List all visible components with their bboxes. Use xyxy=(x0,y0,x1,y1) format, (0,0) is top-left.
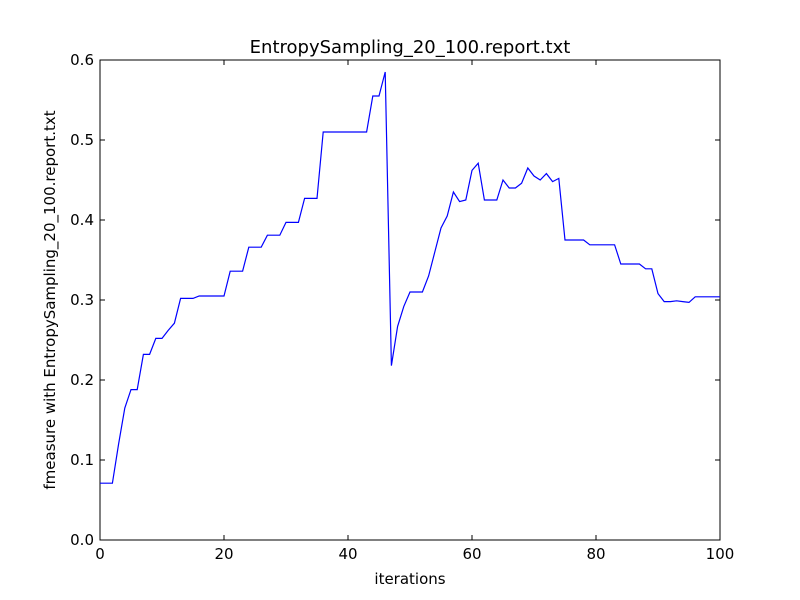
x-tick-label: 20 xyxy=(214,545,233,563)
y-tick-label: 0.3 xyxy=(70,291,94,309)
axis-ticks: 0 20 40 60 80 100 0.0 0.1 0.2 0.3 0.4 0.5 0.6 xyxy=(70,51,734,563)
series-line xyxy=(100,71,720,484)
y-tick-label: 0.5 xyxy=(70,131,94,149)
y-tick-label: 0.2 xyxy=(70,371,94,389)
x-axis-label: iterations xyxy=(374,570,445,588)
x-tick-label: 40 xyxy=(338,545,357,563)
x-tick-label: 80 xyxy=(586,545,605,563)
chart-title: EntropySampling_20_100.report.txt xyxy=(250,37,571,58)
x-tick-label: 0 xyxy=(95,545,105,563)
x-tick-label: 60 xyxy=(462,545,481,563)
y-tick-label: 0.6 xyxy=(70,51,94,69)
plot-area: 0 20 40 60 80 100 0.0 0.1 0.2 0.3 0.4 0.5 0.6 xyxy=(70,51,734,563)
y-axis-label: fmeasure with EntropySampling_20_100.rep… xyxy=(41,110,60,489)
x-tick-label: 100 xyxy=(706,545,735,563)
series-lines xyxy=(100,71,720,484)
y-tick-label: 0.4 xyxy=(70,211,94,229)
y-tick-label: 0.0 xyxy=(70,531,94,549)
y-tick-label: 0.1 xyxy=(70,451,94,469)
